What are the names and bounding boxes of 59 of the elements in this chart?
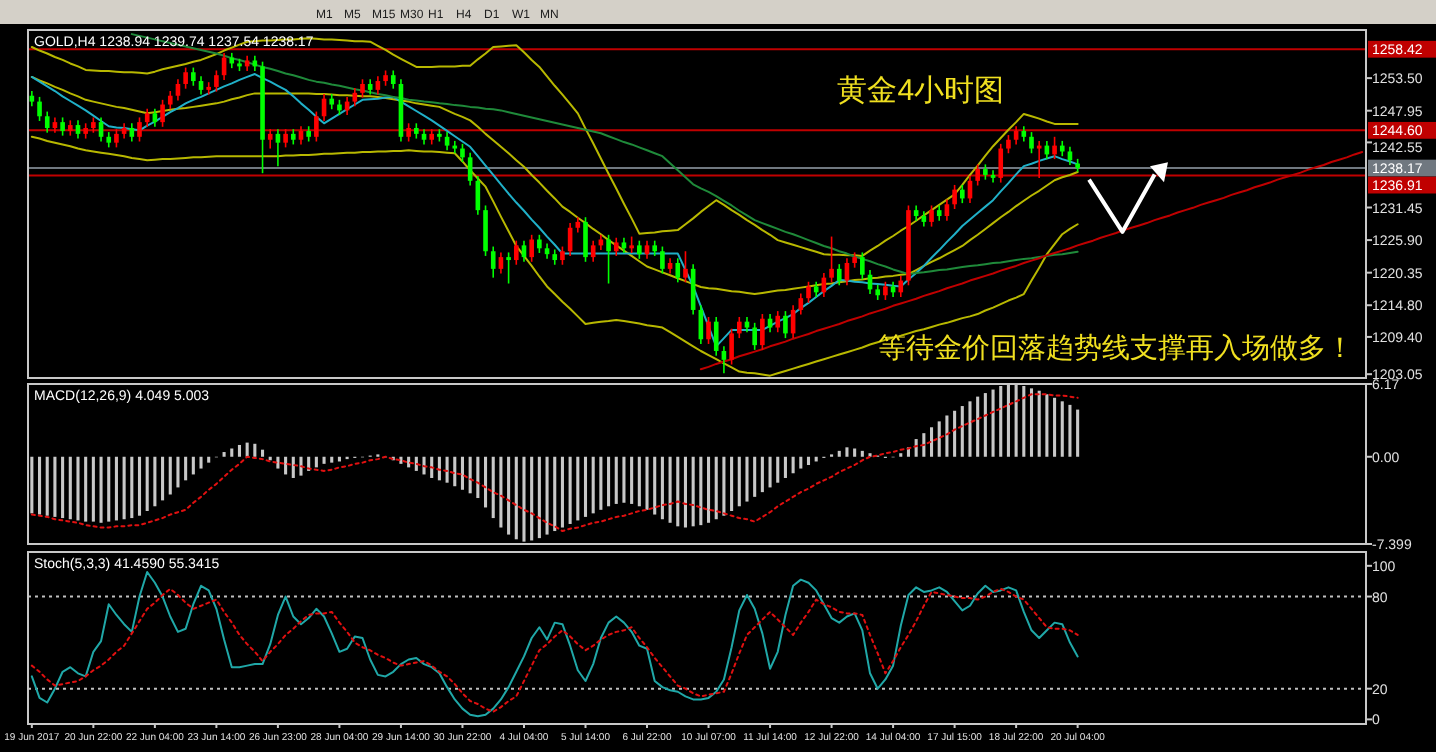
candlestick [783, 310, 788, 339]
candlestick [929, 204, 934, 228]
candlestick [613, 236, 619, 257]
candlestick [60, 116, 65, 137]
candlestick [583, 216, 588, 263]
candlestick [775, 310, 781, 334]
candlestick [952, 184, 957, 210]
candlestick [706, 316, 711, 345]
candlestick [114, 128, 119, 149]
candlestick [483, 204, 488, 257]
candlestick [760, 313, 765, 351]
candlestick [675, 257, 681, 284]
candlestick [360, 78, 365, 99]
candlestick [506, 251, 511, 285]
candlestick [959, 184, 965, 204]
annotation: 等待金价回落趋势线支撑再入场做多！ [877, 331, 1354, 364]
candlestick [829, 235, 834, 284]
line-series [30, 393, 1079, 533]
candlestick [836, 263, 842, 287]
candlestick [191, 66, 196, 87]
candlestick [390, 69, 396, 90]
line-series [30, 135, 1079, 377]
candlestick [406, 122, 411, 143]
candlestick [729, 327, 734, 366]
candlestick [460, 143, 465, 163]
candlestick [683, 250, 688, 284]
candlestick [752, 322, 757, 351]
candlestick [160, 99, 165, 128]
candlestick [975, 163, 980, 187]
candlestick [736, 316, 742, 339]
candlestick [490, 245, 496, 279]
candlestick [267, 128, 273, 150]
candlestick [883, 280, 888, 301]
candlestick [137, 116, 142, 143]
candlestick [1006, 134, 1011, 155]
candlestick [1052, 136, 1057, 160]
candlestick [713, 316, 719, 357]
candlestick [183, 66, 188, 90]
candlestick [537, 234, 542, 254]
candlestick [898, 275, 904, 298]
candlestick [529, 234, 534, 263]
candlestick [637, 239, 642, 260]
annotation: 黄金4小时图 [837, 73, 1005, 108]
candlestick [860, 251, 865, 281]
candlestick [606, 234, 611, 285]
candlestick [283, 128, 288, 149]
candlestick [660, 245, 665, 275]
candlestick [560, 245, 565, 266]
candlestick [206, 81, 212, 96]
candlestick [1029, 131, 1034, 155]
candlestick [998, 143, 1004, 184]
candlestick [44, 110, 50, 134]
candlestick [167, 90, 173, 111]
candlestick [37, 96, 42, 122]
candlestick [452, 140, 458, 155]
candlestick [806, 280, 811, 304]
candlestick [214, 69, 219, 93]
candlestick [314, 110, 319, 143]
candlestick [513, 239, 519, 266]
